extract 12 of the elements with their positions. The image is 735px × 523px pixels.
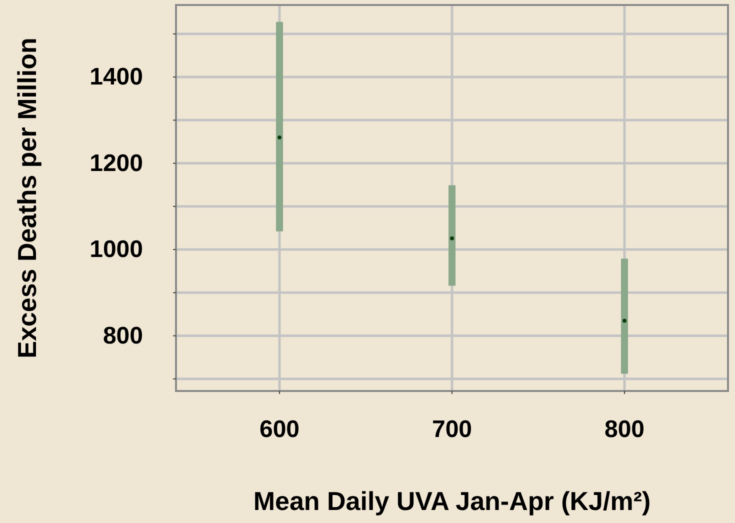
point: [622, 318, 626, 323]
x-axis-title: Mean Daily UVA Jan-Apr (KJ/m²): [253, 486, 651, 516]
x-tick-label: 700: [432, 416, 472, 444]
y-tick-label: 1400: [90, 64, 143, 91]
y-tick-label: 1200: [90, 150, 143, 177]
y-axis-title: Excess Deaths per Million: [12, 38, 42, 358]
x-tick-label: 600: [259, 416, 300, 444]
point: [450, 236, 454, 240]
point: [278, 135, 282, 140]
x-tick-label: 800: [604, 416, 645, 444]
y-tick-label: 800: [102, 322, 143, 350]
y-tick-label: 1000: [90, 236, 143, 264]
